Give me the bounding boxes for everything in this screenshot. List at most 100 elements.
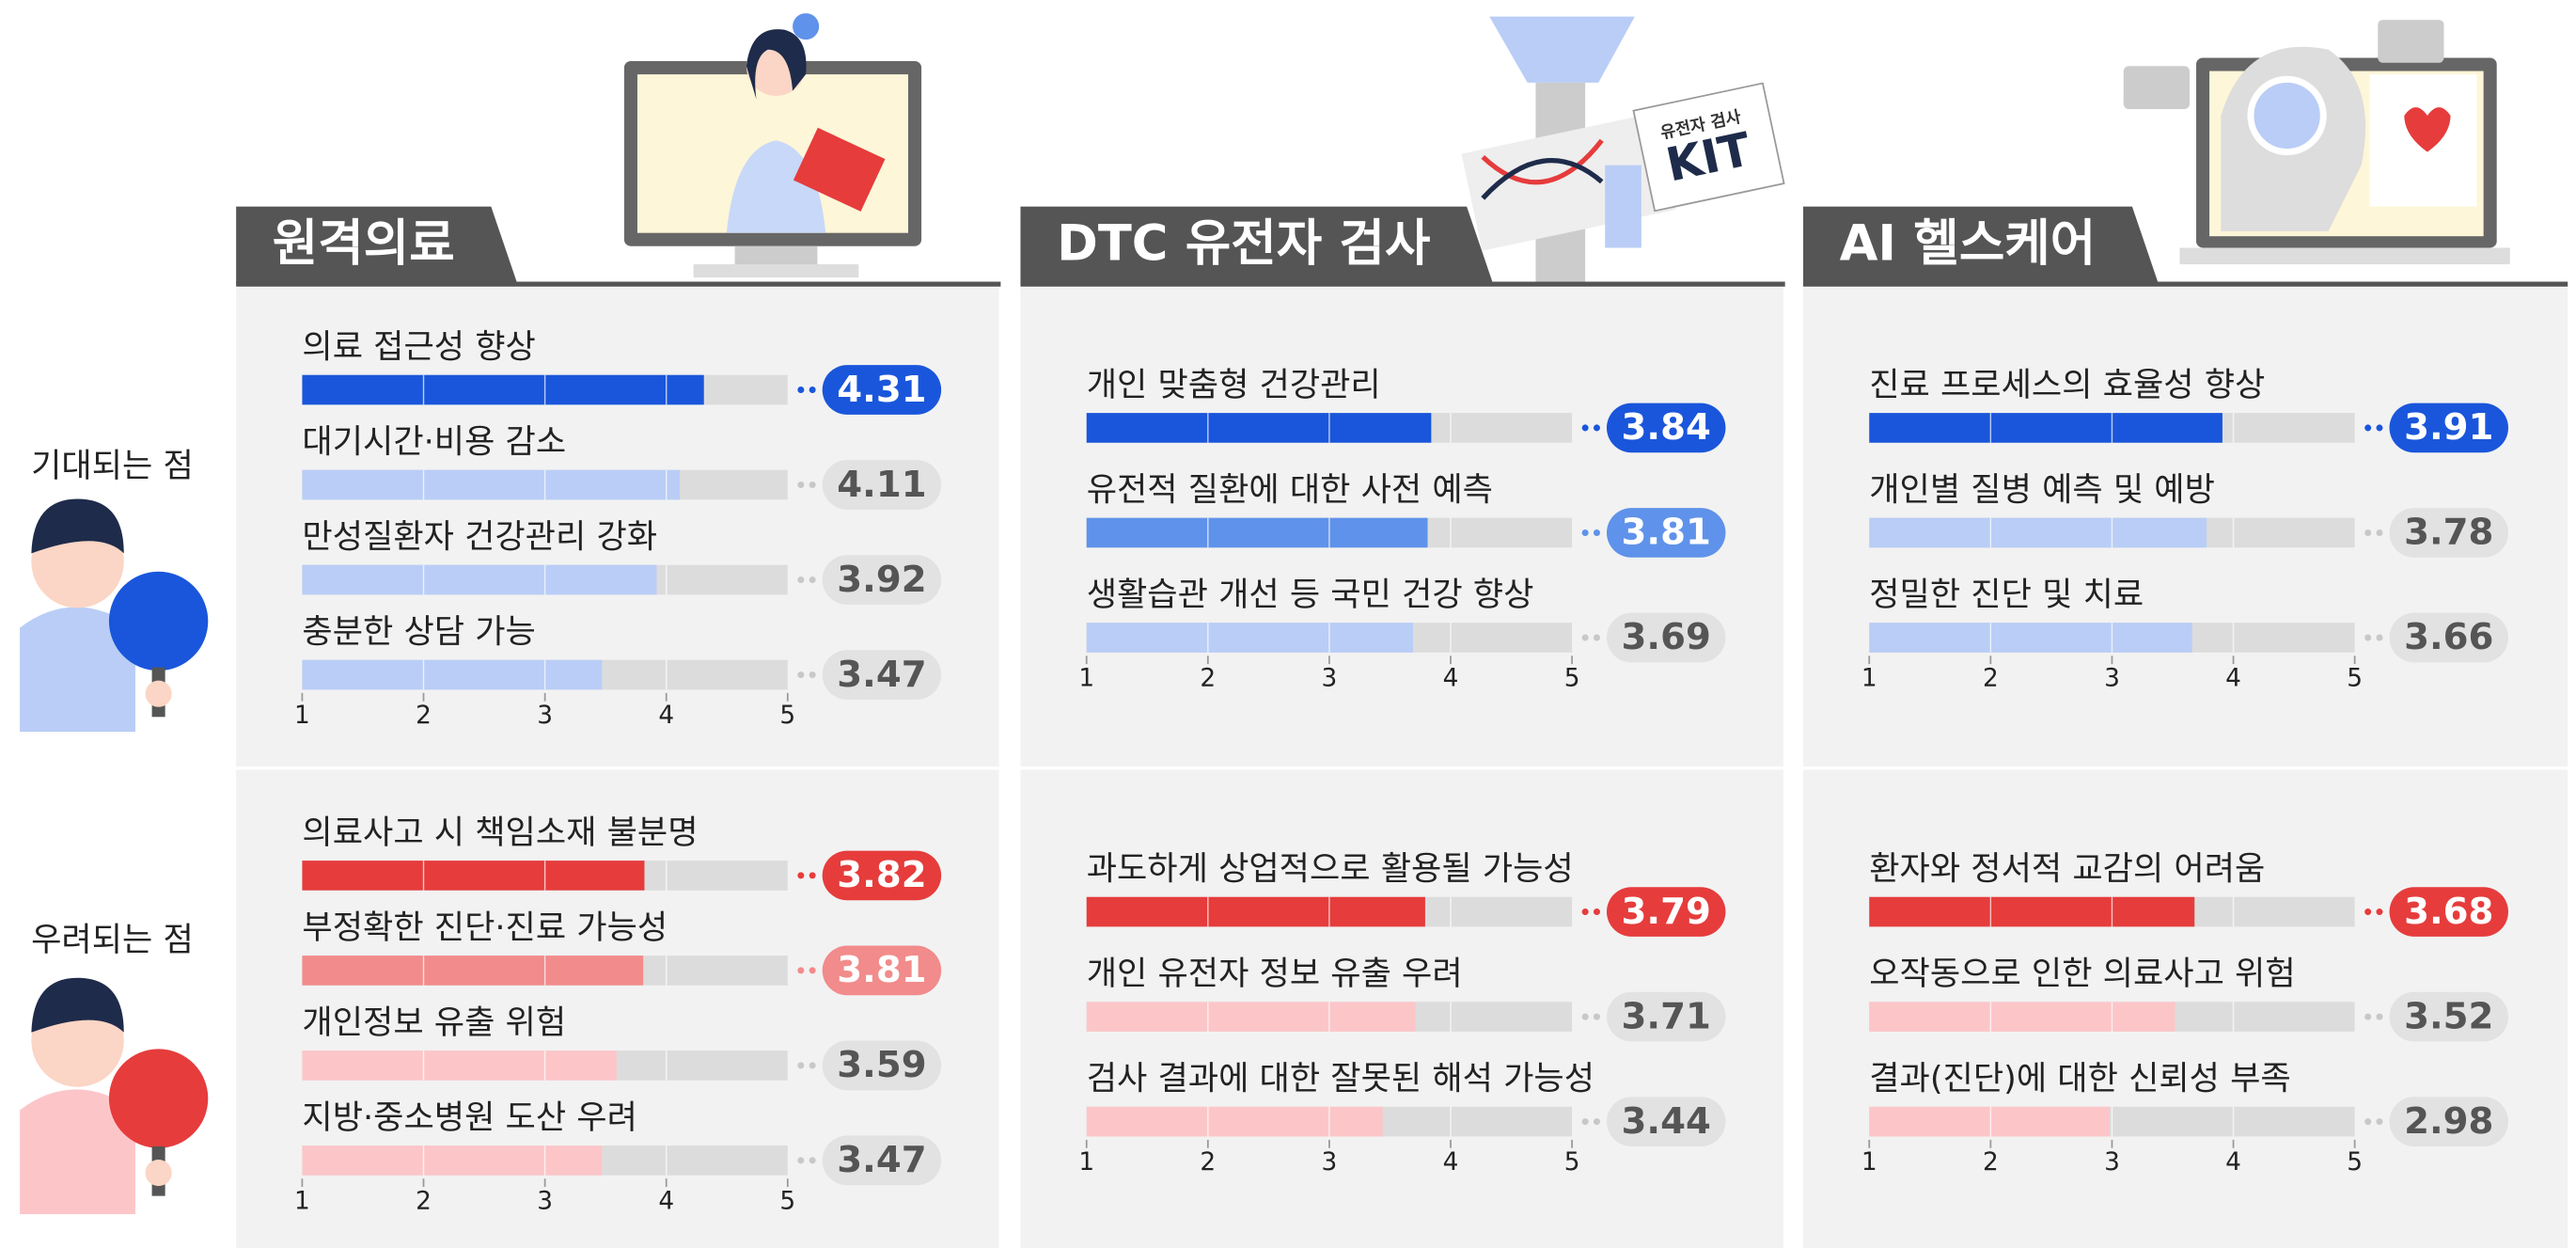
- x-tick-label: 3: [2104, 1148, 2120, 1177]
- bar: [1086, 1002, 1416, 1032]
- badge-dot: [1593, 1013, 1600, 1020]
- value-label: 3.81: [837, 949, 926, 991]
- bar-label: 오작동으로 인한 의료사고 위험: [1869, 955, 2295, 993]
- x-tick-label: 4: [658, 702, 674, 730]
- value-label: 4.11: [837, 464, 926, 506]
- bar: [1086, 896, 1425, 927]
- value-label: 3.79: [1622, 891, 1711, 933]
- panel-title: 원격의료: [273, 214, 455, 272]
- badge-dot: [2364, 424, 2372, 432]
- x-tick-label: 1: [1078, 1148, 1094, 1177]
- value-label: 3.47: [837, 1139, 926, 1181]
- badge-dot: [797, 872, 805, 879]
- badge-dot: [1593, 1118, 1600, 1126]
- badge-dot: [809, 671, 816, 679]
- x-tick-label: 1: [294, 702, 310, 730]
- x-tick-label: 1: [1861, 1148, 1877, 1177]
- x-tick-label: 5: [2347, 1148, 2363, 1177]
- value-label: 3.66: [2404, 616, 2493, 658]
- bar: [1086, 1106, 1383, 1137]
- value-badge: [822, 650, 942, 700]
- row-label: 기대되는 점: [31, 447, 194, 485]
- badge-dot: [2364, 634, 2372, 641]
- bar-label: 의료사고 시 책임소재 불분명: [302, 814, 698, 852]
- value-badge: [1606, 612, 1726, 663]
- bar: [1869, 413, 2223, 443]
- x-tick-label: 2: [416, 1187, 432, 1215]
- bar-label: 만성질환자 건강관리 강화: [302, 518, 657, 557]
- x-tick-label: 4: [2225, 664, 2241, 692]
- value-label: 3.59: [837, 1044, 926, 1086]
- x-tick-label: 2: [1200, 664, 1216, 692]
- badge-dot: [797, 482, 805, 489]
- bar-label: 개인정보 유출 위험: [302, 1003, 566, 1042]
- value-label: 3.82: [837, 854, 926, 896]
- x-tick-label: 4: [1443, 664, 1459, 692]
- badge-dot: [1581, 634, 1589, 641]
- badge-dot: [797, 387, 805, 394]
- bar-label: 충분한 상담 가능: [302, 613, 535, 652]
- bar: [1086, 517, 1428, 548]
- value-label: 3.78: [2404, 512, 2493, 554]
- bar: [302, 374, 704, 405]
- bar: [302, 659, 603, 690]
- x-tick-label: 3: [537, 1187, 553, 1215]
- x-tick-label: 5: [779, 702, 795, 730]
- bar-label: 정밀한 진단 및 치료: [1869, 576, 2144, 614]
- badge-dot: [2376, 634, 2383, 641]
- badge-dot: [1593, 529, 1600, 536]
- x-tick-label: 3: [2104, 664, 2120, 692]
- badge-dot: [809, 482, 816, 489]
- illustration-ai: [2123, 20, 2510, 265]
- x-tick-label: 4: [1443, 1148, 1459, 1177]
- badge-dot: [1581, 908, 1589, 916]
- badge-dot: [797, 1062, 805, 1069]
- badge-dot: [809, 577, 816, 584]
- value-label: 3.92: [837, 559, 926, 601]
- badge-dot: [809, 872, 816, 879]
- x-tick-label: 2: [1983, 664, 1999, 692]
- bar: [302, 1051, 617, 1081]
- bar: [302, 1145, 603, 1176]
- bar: [1869, 623, 2192, 653]
- bar-label: 개인 맞춤형 건강관리: [1087, 366, 1381, 404]
- badge-dot: [797, 577, 805, 584]
- x-tick-label: 1: [294, 1187, 310, 1215]
- value-label: 3.91: [2404, 406, 2493, 449]
- value-badge: [822, 850, 942, 901]
- bar: [1869, 896, 2195, 927]
- badge-dot: [2364, 529, 2372, 536]
- value-badge: [822, 460, 942, 510]
- bar-label: 검사 결과에 대한 잘못된 해석 가능성: [1087, 1060, 1594, 1098]
- value-label: 3.84: [1622, 406, 1711, 449]
- bar-label: 과도하게 상업적으로 활용될 가능성: [1087, 850, 1574, 889]
- bar-label: 유전적 질환에 대한 사전 예측: [1087, 471, 1493, 510]
- value-badge: [1606, 1097, 1726, 1146]
- panel-tab: [236, 206, 518, 285]
- bar-label: 환자와 정서적 교감의 어려움: [1869, 850, 2265, 889]
- bar: [1869, 1002, 2175, 1032]
- value-badge: [2389, 403, 2508, 453]
- x-tick-label: 5: [2347, 664, 2363, 692]
- value-label: 3.81: [1622, 512, 1711, 554]
- badge-dot: [2376, 529, 2383, 536]
- badge-dot: [1593, 634, 1600, 641]
- panel-tab: [1020, 206, 1494, 285]
- bar: [302, 469, 680, 500]
- value-badge: [822, 1040, 942, 1091]
- badge-dot: [2376, 1118, 2383, 1126]
- value-badge: [2389, 991, 2508, 1042]
- badge-dot: [2376, 424, 2383, 432]
- bar-label: 부정확한 진단·진료 가능성: [302, 908, 668, 947]
- bar-label: 개인 유전자 정보 유출 우려: [1087, 955, 1463, 993]
- badge-dot: [1581, 1013, 1589, 1020]
- illustration-monitor-doctor: [623, 13, 922, 278]
- badge-dot: [809, 967, 816, 974]
- badge-dot: [1593, 908, 1600, 916]
- x-tick-label: 1: [1861, 664, 1877, 692]
- x-tick-label: 4: [2225, 1148, 2241, 1177]
- bar-label: 의료 접근성 향상: [302, 328, 535, 367]
- value-label: 4.31: [837, 369, 926, 411]
- badge-dot: [1593, 424, 1600, 432]
- value-badge: [1606, 887, 1726, 937]
